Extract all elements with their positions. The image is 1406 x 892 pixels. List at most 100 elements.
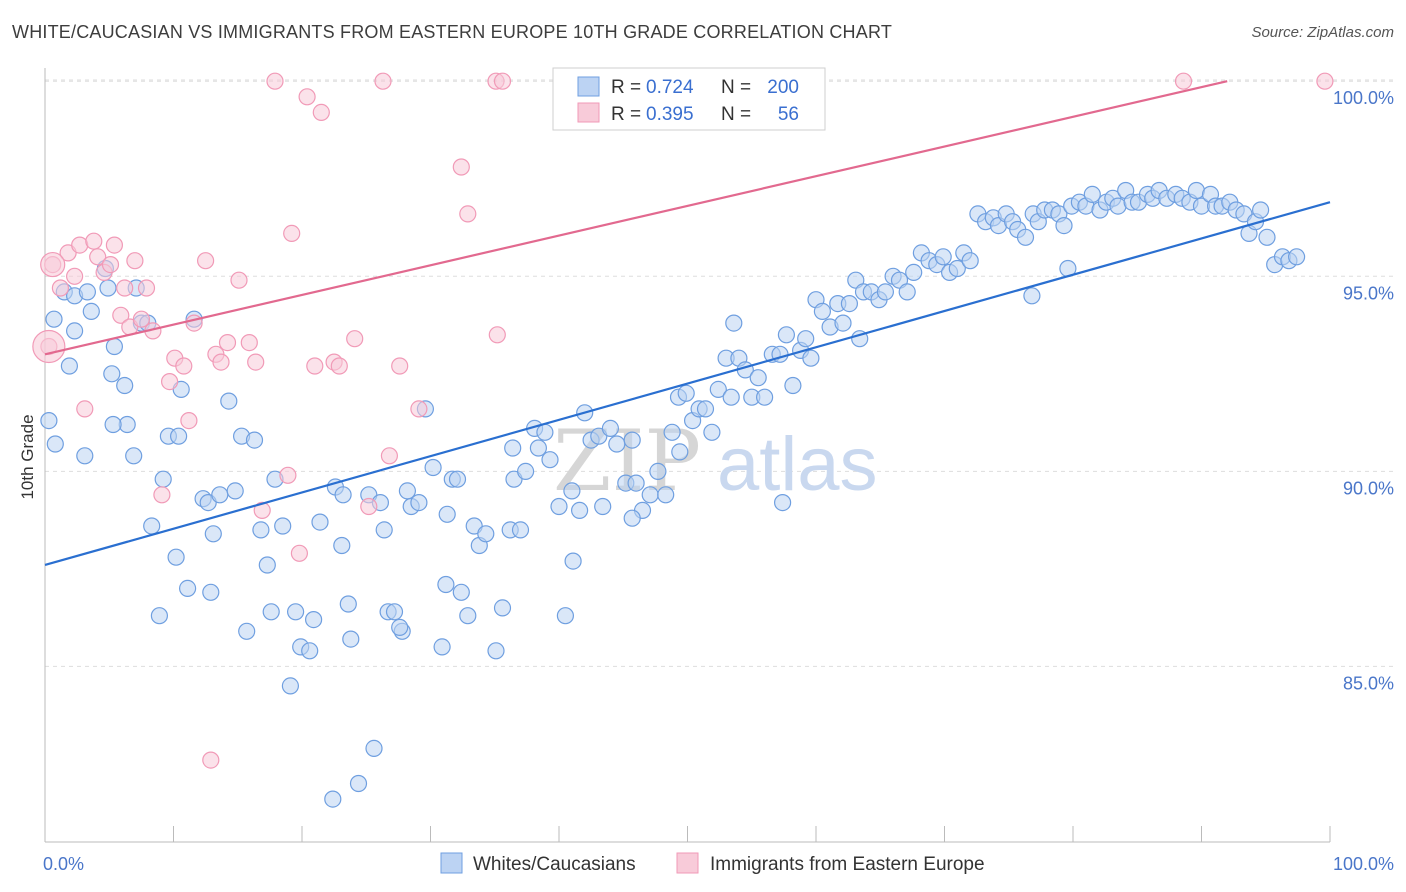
point-immigrants	[71, 236, 89, 254]
point-whites	[424, 458, 442, 477]
point-whites	[536, 423, 554, 441]
point-immigrants	[126, 252, 144, 270]
legend-r-value-2: 0.395	[646, 104, 694, 125]
correlation-legend: R = 0.724 N = 200 R = 0.395 N = 56	[552, 67, 826, 131]
point-immigrants	[161, 373, 179, 391]
point-whites	[594, 497, 612, 516]
point-whites	[671, 443, 689, 461]
point-whites	[375, 521, 393, 539]
point-immigrants	[105, 236, 124, 254]
point-whites	[504, 439, 522, 457]
point-immigrants	[488, 326, 506, 344]
legend-r-value-1: 0.724	[646, 77, 694, 98]
grid-lines	[45, 79, 1394, 667]
point-whites	[334, 486, 352, 504]
point-whites	[410, 494, 428, 512]
point-whites	[211, 486, 229, 504]
point-whites	[105, 337, 124, 356]
point-whites	[245, 431, 264, 449]
y-tick-label: 85.0%	[1343, 673, 1394, 693]
point-whites	[840, 295, 859, 313]
series-legend: Whites/Caucasians Immigrants from Easter…	[440, 852, 985, 875]
data-points	[32, 72, 1334, 808]
point-whites	[1287, 248, 1306, 266]
point-whites	[834, 314, 852, 332]
point-immigrants	[153, 486, 171, 504]
point-immigrants	[85, 232, 103, 250]
point-immigrants	[493, 72, 512, 90]
point-whites	[125, 447, 143, 465]
point-whites	[529, 439, 548, 457]
point-whites	[103, 365, 121, 383]
point-whites	[305, 610, 323, 629]
point-whites	[60, 357, 79, 375]
point-whites	[104, 415, 122, 434]
point-whites	[391, 618, 409, 637]
point-whites	[550, 497, 568, 516]
point-whites	[459, 607, 477, 625]
trendline-immigrants	[44, 80, 1228, 356]
point-immigrants	[197, 252, 215, 270]
point-immigrants	[202, 751, 220, 769]
y-tick-label: 90.0%	[1343, 478, 1394, 498]
point-whites	[281, 677, 299, 695]
point-whites	[663, 423, 681, 441]
watermark-atlas: atlas	[717, 422, 878, 507]
point-whites	[623, 509, 641, 527]
point-whites	[220, 392, 238, 410]
point-whites	[725, 314, 743, 332]
x-tick-label-min: 0.0%	[43, 854, 84, 874]
point-whites	[1251, 201, 1270, 219]
point-immigrants	[175, 357, 193, 375]
point-whites	[238, 622, 256, 640]
point-whites	[1083, 185, 1101, 203]
point-whites	[677, 384, 695, 402]
point-whites	[657, 486, 675, 504]
point-immigrants	[132, 310, 150, 328]
point-whites	[477, 525, 495, 543]
point-immigrants	[218, 334, 237, 352]
x-tick-label-max: 100.0%	[1333, 854, 1394, 874]
point-whites	[797, 330, 815, 348]
point-immigrants	[330, 357, 348, 375]
point-whites	[258, 556, 276, 574]
point-whites	[1258, 228, 1276, 246]
point-immigrants	[247, 353, 265, 371]
legend-n-label-2: N =	[721, 104, 751, 125]
point-immigrants	[266, 72, 284, 90]
point-whites	[556, 607, 575, 625]
point-whites	[773, 494, 792, 512]
point-whites	[437, 575, 455, 594]
point-whites	[608, 435, 626, 453]
point-whites	[1055, 217, 1073, 235]
legend-r-label-2: R =	[611, 104, 641, 125]
point-whites	[898, 283, 916, 301]
point-immigrants	[346, 330, 364, 348]
point-whites	[709, 380, 727, 398]
point-whites	[1023, 287, 1041, 305]
point-whites	[564, 552, 582, 570]
point-immigrants	[212, 353, 230, 371]
point-whites	[777, 326, 796, 344]
legend-n-label-1: N =	[721, 77, 751, 98]
point-whites	[154, 470, 172, 488]
point-whites	[784, 376, 802, 395]
y-tick-labels: 85.0% 90.0% 95.0% 100.0%	[1333, 88, 1394, 693]
point-immigrants	[137, 279, 156, 297]
point-whites	[365, 739, 383, 758]
chart-source: Source: ZipAtlas.com	[1251, 24, 1394, 41]
point-whites	[487, 642, 505, 660]
legend-swatch-blue	[577, 76, 600, 97]
point-whites	[438, 505, 456, 523]
point-whites	[641, 486, 659, 504]
point-immigrants	[240, 334, 258, 352]
point-whites	[934, 248, 952, 266]
point-whites	[202, 583, 220, 601]
point-immigrants	[306, 357, 324, 375]
legend-n-value-2: 56	[778, 104, 799, 125]
point-immigrants-large	[32, 329, 66, 364]
point-whites	[703, 423, 721, 441]
point-whites	[755, 388, 774, 406]
point-whites	[324, 790, 342, 808]
point-whites	[252, 521, 270, 539]
